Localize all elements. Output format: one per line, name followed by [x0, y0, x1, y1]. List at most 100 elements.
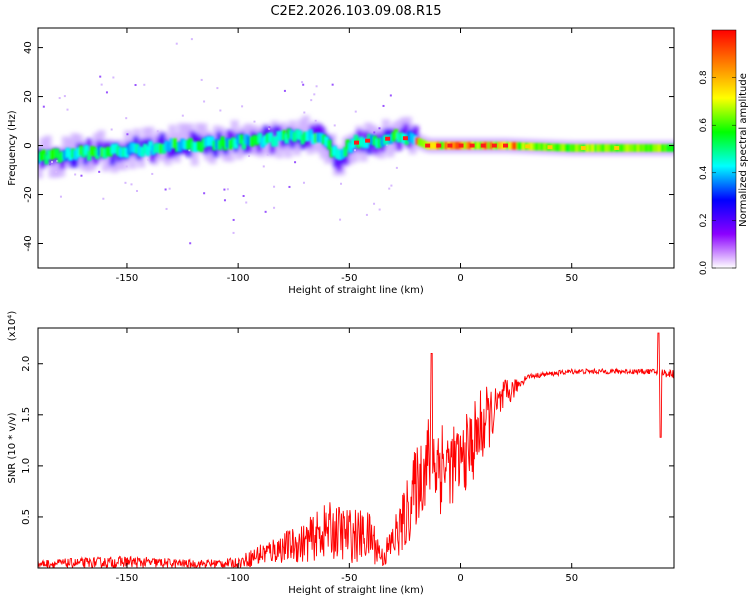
spectrogram-ridge-cell — [287, 128, 292, 139]
spectrogram-ridge-cell — [185, 139, 191, 150]
spectrogram-band-cell — [412, 125, 419, 139]
spectrogram-ridge-cell — [604, 144, 610, 152]
snr-x-label: Height of straight line (km) — [288, 585, 424, 596]
spectrogram-scatter-point — [303, 111, 306, 114]
spectrogram-ridge-cell — [593, 144, 599, 152]
spectrogram-scatter-point — [219, 109, 222, 112]
spectrogram-band-cell — [72, 155, 79, 168]
spectrogram-ridge-cell — [255, 135, 260, 146]
spectrogram-scatter-point — [373, 131, 376, 134]
spectrogram-ridge-cell — [665, 144, 671, 152]
spectrogram-ridge-cell — [300, 134, 305, 145]
spectrogram-scatter-point — [48, 163, 51, 166]
spectrogram-ridge-cell — [41, 149, 47, 160]
y-tick-label: 1.5 — [21, 407, 32, 423]
spectrogram-scatter-point — [253, 120, 256, 123]
spectrogram-ridge-cell — [44, 154, 49, 165]
spectrogram-scatter-point — [314, 119, 317, 122]
spectrogram-scatter-point — [339, 218, 342, 221]
spectrogram-halo-cell — [52, 148, 61, 178]
spectrogram-ridge-cell — [500, 141, 506, 150]
spectrogram-ridge-cell — [377, 137, 383, 148]
spectrogram-ridge-cell — [70, 148, 76, 159]
spectrogram-band-cell — [262, 125, 269, 139]
x-tick-label: -150 — [116, 573, 139, 584]
spectrogram-band-cell — [132, 136, 139, 149]
spectrogram-ridge-cell — [529, 142, 535, 151]
spectrogram-ridge-cell — [102, 148, 108, 159]
spectrogram-ridge-cell — [607, 144, 612, 152]
spectrogram-scatter-point — [223, 188, 226, 191]
spectrogram-ridge-cell — [236, 134, 241, 145]
spectrogram-ridge-cell — [337, 150, 343, 160]
spectrogram-ridge-cell — [49, 150, 55, 160]
spectrogram-ridge-cell — [204, 136, 209, 147]
spectrogram-ridge-cell — [551, 143, 556, 151]
spectrogram-x-label: Height of straight line (km) — [288, 285, 424, 296]
spectrogram-ridge-cell — [391, 131, 396, 142]
spectrogram-ridge-cell — [228, 139, 233, 150]
spectrogram-ridge-cell — [647, 144, 652, 152]
spectrogram-band-cell — [212, 145, 219, 158]
spectrogram-ridge-cell — [193, 142, 199, 152]
spectrogram-hotspots — [354, 136, 620, 150]
spectrogram-ridge-cell — [73, 150, 79, 161]
colorbar-ticks: 0.0 0.2 0.4 0.6 0.8 — [699, 70, 736, 275]
y-tick-label: 0 — [23, 142, 34, 148]
spectrogram-hotspot — [525, 144, 531, 149]
spectrogram-ridge-cell — [599, 144, 604, 152]
colorbar-tick-label: 0.6 — [699, 118, 709, 133]
spectrogram-hotspot — [436, 143, 442, 148]
spectrogram-ridge-cell — [198, 142, 204, 152]
spectrogram-ridge-cell — [332, 145, 337, 156]
x-tick-label: -150 — [116, 273, 139, 284]
snr-series-line — [38, 332, 674, 568]
spectrogram-ridge-cell — [62, 150, 68, 161]
spectrogram-scatter-point — [126, 133, 129, 136]
spectrogram-scatter-point — [226, 188, 229, 191]
spectrogram-scatter-point — [151, 172, 154, 175]
spectrogram-scatter-point — [313, 93, 316, 96]
spectrogram-ridge-cell — [620, 144, 626, 152]
spectrogram-band-cell — [216, 131, 223, 145]
spectrogram-ridge-cell — [268, 132, 273, 143]
y-tick-label: 2.0 — [21, 356, 32, 372]
spectrogram-band-cell — [246, 140, 253, 153]
spectrogram-scatter-point — [262, 165, 265, 168]
spectrogram-ridge-cell — [180, 138, 185, 149]
x-tick-label: 50 — [565, 573, 578, 584]
spectrogram-scatter-point — [283, 89, 286, 92]
spectrogram-scatter-point — [203, 192, 206, 195]
spectrogram-ridge-cell — [316, 132, 321, 143]
spectrogram-ridge-cell — [233, 138, 239, 149]
spectrogram-band-cell — [402, 123, 409, 137]
spectrogram-ridge-cell — [76, 147, 81, 158]
spectrogram-scatter-point — [112, 76, 115, 79]
spectrogram-scatter-point — [98, 170, 101, 173]
spectrogram-x-ticks: -150 -100 -50 0 50 — [116, 28, 578, 284]
spectrogram-band-cell — [166, 146, 173, 159]
spectrogram-ridge-cell — [508, 142, 514, 150]
spectrogram-ridge-cell — [335, 149, 340, 159]
spectrogram-scatter-point — [56, 159, 59, 162]
spectrogram-ridge-cell — [572, 144, 578, 152]
spectrogram-ridge-cell — [206, 136, 212, 147]
spectrogram-ridge-cell — [108, 146, 113, 157]
x-tick-label: -50 — [341, 573, 357, 584]
spectrogram-ridge-cell — [569, 144, 575, 152]
spectrogram-ridge-cell — [564, 144, 570, 152]
spectrogram-core — [38, 128, 674, 165]
spectrogram-scatter-point — [310, 99, 313, 102]
spectrogram-scatter-point — [63, 95, 66, 98]
spectrogram-band-cell — [302, 135, 309, 148]
spectrogram-ridge-cell — [308, 129, 313, 140]
spectrogram-ridge-cell — [292, 131, 297, 142]
spectrogram-scatter-point — [388, 187, 391, 190]
spectrogram-scatter-point — [268, 126, 271, 129]
spectrogram-ridge-cell — [142, 143, 148, 154]
spectrogram-ridge-cell — [212, 140, 217, 151]
spectrogram-band-cell — [279, 135, 286, 148]
spectrogram-ridge-cell — [396, 132, 401, 143]
spectrogram-scatter-point — [175, 42, 178, 45]
spectrogram-ridge-cell — [57, 152, 63, 163]
